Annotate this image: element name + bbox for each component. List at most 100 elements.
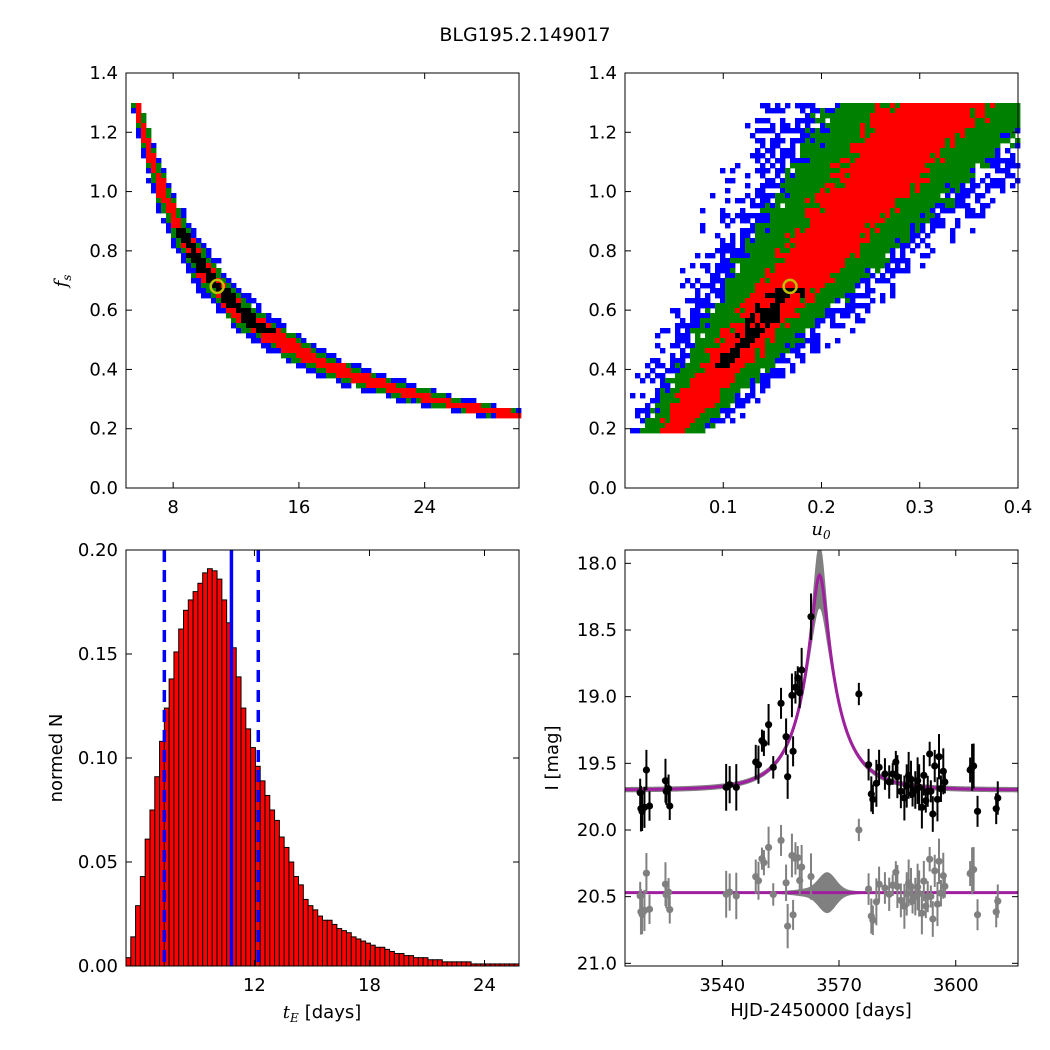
posterior-cell (985, 163, 991, 169)
posterior-cell (660, 408, 666, 414)
posterior-cell (700, 398, 706, 404)
posterior-cell (266, 328, 272, 334)
posterior-cell (236, 318, 242, 324)
posterior-cell (670, 428, 676, 434)
posterior-cell (765, 233, 771, 239)
posterior-cell (825, 198, 831, 204)
posterior-cell (775, 193, 781, 199)
posterior-cell (880, 248, 886, 254)
residual-point (927, 892, 935, 901)
posterior-cell (655, 388, 661, 394)
posterior-cell (990, 158, 996, 164)
x-tick-label: 0.4 (1004, 497, 1033, 518)
posterior-cell (760, 153, 766, 159)
posterior-cell (730, 233, 736, 239)
posterior-cell (720, 248, 726, 254)
posterior-cell (890, 208, 896, 214)
posterior-cell (840, 293, 846, 299)
posterior-cell (326, 353, 332, 359)
posterior-cell (900, 198, 906, 204)
posterior-cell (780, 108, 786, 114)
posterior-cell (840, 308, 846, 314)
posterior-cell (850, 233, 856, 239)
histogram-bar (441, 961, 448, 967)
posterior-cell (775, 293, 781, 299)
posterior-cell (900, 108, 906, 114)
data-point (933, 795, 942, 803)
posterior-cell (930, 198, 936, 204)
posterior-cell (251, 338, 257, 344)
posterior-cell (236, 323, 242, 329)
posterior-cell (201, 273, 207, 279)
posterior-cell (675, 368, 681, 374)
posterior-cell (166, 183, 172, 189)
posterior-cell (805, 323, 811, 329)
data-point (645, 802, 654, 810)
posterior-cell (785, 323, 791, 329)
posterior-cell (935, 178, 941, 184)
posterior-cell (196, 263, 202, 269)
axes-frame (125, 72, 520, 489)
posterior-cell (930, 158, 936, 164)
posterior-cell (880, 123, 886, 129)
posterior-cell (825, 283, 831, 289)
posterior-cell (700, 368, 706, 374)
posterior-cell (805, 203, 811, 209)
posterior-cell (491, 403, 497, 409)
posterior-cell (700, 328, 706, 334)
posterior-cell (680, 418, 686, 424)
residual-point (931, 867, 939, 875)
posterior-cell (800, 163, 806, 169)
posterior-cell (151, 163, 157, 169)
posterior-cell (191, 253, 197, 259)
posterior-cell (900, 128, 906, 134)
posterior-cell (755, 398, 761, 404)
posterior-cell (860, 258, 866, 264)
posterior-cell (865, 278, 871, 284)
posterior-cell (775, 333, 781, 339)
posterior-cell (695, 358, 701, 364)
posterior-cell (720, 288, 726, 294)
posterior-cell (705, 348, 711, 354)
posterior-cell (860, 198, 866, 204)
posterior-cell (775, 328, 781, 334)
posterior-cell (760, 348, 766, 354)
posterior-cell (990, 163, 996, 169)
figure-title: BLG195.2.149017 (439, 24, 610, 46)
posterior-cell (770, 203, 776, 209)
posterior-cell (835, 273, 841, 279)
posterior-cell (785, 263, 791, 269)
posterior-cell (755, 218, 761, 224)
posterior-cell (675, 408, 681, 414)
posterior-cell (745, 273, 751, 279)
posterior-cell (795, 188, 801, 194)
posterior-cell (835, 283, 841, 289)
posterior-cell (895, 218, 901, 224)
posterior-cell (830, 133, 836, 139)
posterior-cell (925, 108, 931, 114)
posterior-cell (855, 263, 861, 269)
posterior-cell (955, 193, 961, 199)
posterior-cell (750, 383, 756, 389)
posterior-cell (750, 293, 756, 299)
posterior-cell (650, 423, 656, 429)
posterior-cell (695, 418, 701, 424)
posterior-cell (730, 358, 736, 364)
posterior-cell (655, 403, 661, 409)
posterior-cell (935, 203, 941, 209)
posterior-cell (840, 258, 846, 264)
posterior-cell (740, 238, 746, 244)
posterior-cell (875, 258, 881, 264)
posterior-cell (705, 293, 711, 299)
posterior-cell (905, 128, 911, 134)
posterior-cell (955, 223, 961, 229)
posterior-cell (740, 328, 746, 334)
posterior-cell (750, 323, 756, 329)
posterior-cell (830, 298, 836, 304)
posterior-cell (950, 208, 956, 214)
posterior-cell (735, 378, 741, 384)
posterior-cell (920, 228, 926, 234)
posterior-cell (141, 118, 147, 124)
posterior-cell (885, 158, 891, 164)
posterior-cell (1010, 128, 1016, 134)
